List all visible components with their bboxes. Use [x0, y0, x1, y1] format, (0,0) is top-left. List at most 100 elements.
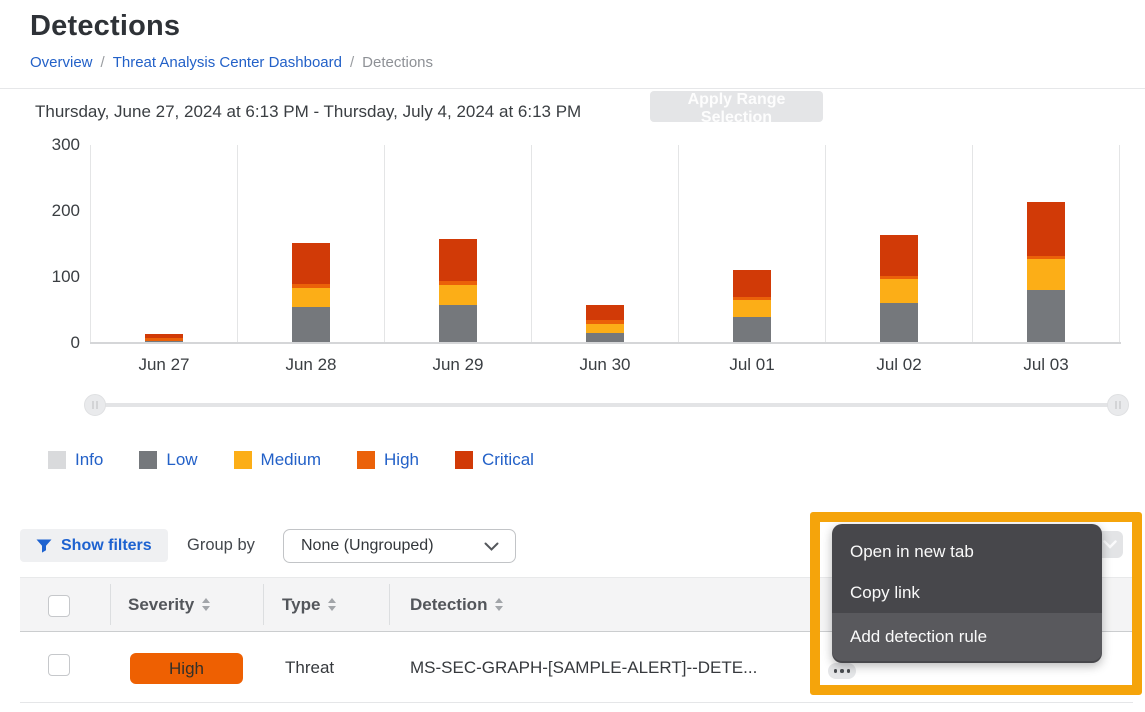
legend-label: Info	[75, 450, 104, 469]
detections-chart: Jun 27 Jun 28 Jun 29 Jun 30 Jul 01 Jul 02 Jul …	[90, 145, 1120, 374]
slider-handle-right[interactable]	[1107, 394, 1129, 416]
bar-segment-medium[interactable]	[880, 278, 918, 303]
stacked-bar[interactable]	[880, 235, 918, 343]
bar-segment-medium[interactable]	[292, 287, 330, 308]
column-header-severity[interactable]: Severity	[128, 578, 211, 631]
show-filters-label: Show filters	[61, 536, 152, 554]
chart-range-slider-track[interactable]	[95, 403, 1120, 407]
group-by-dropdown[interactable]: None (Ungrouped)	[283, 529, 516, 563]
detection-cell: MS-SEC-GRAPH-[SAMPLE-ALERT]--DETE...	[410, 658, 758, 677]
y-axis-label: 300	[51, 135, 80, 154]
stacked-bar[interactable]	[439, 239, 477, 343]
chart-category-cell: Jul 03	[973, 145, 1120, 374]
breadcrumb: Overview / Threat Analysis Center Dashboar…	[30, 54, 433, 71]
row-context-menu: Open in new tab Copy link Add detection ru…	[832, 524, 1102, 663]
x-axis-label: Jul 01	[729, 355, 775, 374]
stacked-bar[interactable]	[586, 304, 624, 343]
type-cell: Threat	[285, 658, 335, 677]
legend-swatch	[454, 451, 473, 469]
breadcrumb-item: Detections	[362, 54, 434, 71]
bar-segment-high[interactable]	[880, 275, 918, 279]
bar-segment-high[interactable]	[733, 296, 771, 301]
chart-legend: Info Low Medium High Critical	[48, 450, 534, 470]
bar-segment-critical[interactable]	[733, 269, 771, 297]
legend-swatch	[48, 451, 66, 469]
slider-grip-icon	[1115, 401, 1121, 409]
chart-category-cell: Jun 27	[91, 145, 238, 374]
bar-segment-low[interactable]	[586, 333, 624, 343]
bar-segment-high[interactable]	[586, 319, 624, 324]
bar-segment-low[interactable]	[292, 307, 330, 343]
filter-funnel-icon	[36, 539, 52, 553]
stacked-bar[interactable]	[292, 243, 330, 343]
x-axis-label: Jun 29	[432, 355, 484, 374]
bar-segment-low[interactable]	[880, 302, 918, 343]
legend-item-high[interactable]: High	[357, 450, 419, 470]
bar-segment-critical[interactable]	[1027, 202, 1065, 256]
legend-label: Critical	[481, 450, 534, 469]
stacked-bar[interactable]	[1027, 202, 1065, 343]
legend-item-low[interactable]: Low	[139, 450, 198, 470]
breadcrumb-item[interactable]: Threat Analysis Center Dashboard	[112, 54, 342, 71]
date-range-text: Thursday, June 27, 2024 at 6:13 PM - Thu…	[35, 102, 582, 121]
bar-segment-critical[interactable]	[586, 304, 624, 320]
column-header-detection[interactable]: Detection	[410, 578, 504, 631]
group-by-value: None (Ungrouped)	[301, 537, 434, 554]
legend-item-critical[interactable]: Critical	[454, 450, 534, 470]
sort-icon	[328, 598, 337, 611]
legend-swatch	[139, 451, 158, 469]
menu-item-open-in-new-tab[interactable]: Open in new tab	[850, 541, 974, 561]
column-header-type[interactable]: Type	[282, 578, 337, 631]
x-axis-label: Jul 02	[876, 355, 922, 374]
page-title: Detections	[30, 10, 181, 42]
chart-category-cell: Jun 30	[532, 145, 679, 374]
x-axis-label: Jun 27	[138, 355, 190, 374]
sort-icon	[202, 598, 211, 611]
header-divider	[0, 88, 1145, 89]
bar-segment-high[interactable]	[145, 337, 183, 341]
bar-segment-medium[interactable]	[733, 300, 771, 317]
bar-segment-high[interactable]	[439, 280, 477, 285]
x-axis-label: Jun 28	[285, 355, 337, 374]
legend-label: Medium	[260, 450, 322, 469]
breadcrumb-item[interactable]: Overview	[30, 54, 93, 71]
row-checkbox[interactable]	[48, 654, 70, 676]
chart-category-cell: Jul 02	[826, 145, 973, 374]
row-actions-ellipsis-button[interactable]	[828, 663, 856, 679]
y-axis-label: 0	[70, 333, 80, 352]
legend-label: High	[384, 450, 419, 469]
chart-category-cell: Jul 01	[679, 145, 826, 374]
bar-segment-high[interactable]	[1027, 255, 1065, 260]
apply-range-selection-button[interactable]: Apply Range Selection	[650, 91, 823, 126]
breadcrumb-separator: /	[100, 54, 105, 71]
chevron-down-icon	[484, 542, 499, 551]
bar-segment-low[interactable]	[439, 304, 477, 343]
chart-baseline	[90, 342, 1121, 344]
x-axis-label: Jun 30	[579, 355, 631, 374]
slider-handle-left[interactable]	[84, 394, 106, 416]
bar-segment-low[interactable]	[733, 316, 771, 343]
x-axis-label: Jul 03	[1023, 355, 1069, 374]
bar-segment-medium[interactable]	[1027, 259, 1065, 290]
bar-segment-critical[interactable]	[145, 334, 183, 338]
y-axis-label: 100	[51, 267, 80, 286]
legend-item-info[interactable]: Info	[48, 450, 103, 470]
legend-item-medium[interactable]: Medium	[233, 450, 322, 470]
bar-segment-medium[interactable]	[586, 323, 624, 334]
menu-item-add-detection-rule[interactable]: Add detection rule	[832, 613, 1102, 661]
bar-segment-critical[interactable]	[439, 239, 477, 281]
menu-item-copy-link[interactable]: Copy link	[850, 582, 920, 602]
group-by-label: Group by	[187, 536, 255, 554]
bar-segment-critical[interactable]	[292, 243, 330, 284]
show-filters-button[interactable]: Show filters	[20, 529, 168, 562]
bar-segment-high[interactable]	[292, 283, 330, 288]
stacked-bar[interactable]	[733, 269, 771, 343]
slider-grip-icon	[92, 401, 98, 409]
bar-segment-medium[interactable]	[439, 284, 477, 305]
chevron-down-icon	[1102, 540, 1117, 549]
bar-segment-low[interactable]	[1027, 289, 1065, 343]
bar-segment-critical[interactable]	[880, 235, 918, 276]
sort-icon	[495, 598, 504, 611]
select-all-checkbox[interactable]	[48, 595, 70, 617]
